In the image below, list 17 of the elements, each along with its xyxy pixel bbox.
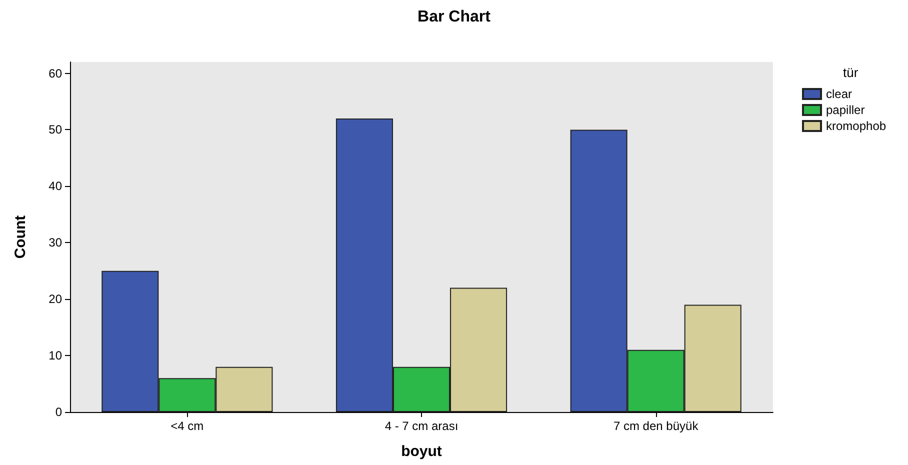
legend-label: clear (826, 87, 852, 101)
y-tick-label: 30 (48, 236, 62, 250)
legend-title: tür (843, 65, 859, 80)
x-axis-title: boyut (401, 443, 442, 460)
x-tick-label: 4 - 7 cm arası (384, 419, 458, 433)
y-tick-label: 0 (55, 405, 62, 419)
y-tick-label: 60 (48, 66, 62, 80)
y-tick-label: 40 (48, 179, 62, 194)
legend-label: kromophob (826, 119, 886, 133)
chart-title: Bar Chart (418, 8, 492, 26)
y-tick-label: 10 (48, 348, 62, 363)
x-tick-label: 7 cm den büyük (613, 419, 700, 433)
x-tick-label: <4 cm (170, 419, 204, 433)
y-tick-label: 50 (48, 122, 62, 137)
legend-label: papiller (826, 103, 865, 117)
y-tick-label: 20 (48, 292, 62, 306)
y-axis-title: Count (12, 215, 29, 259)
